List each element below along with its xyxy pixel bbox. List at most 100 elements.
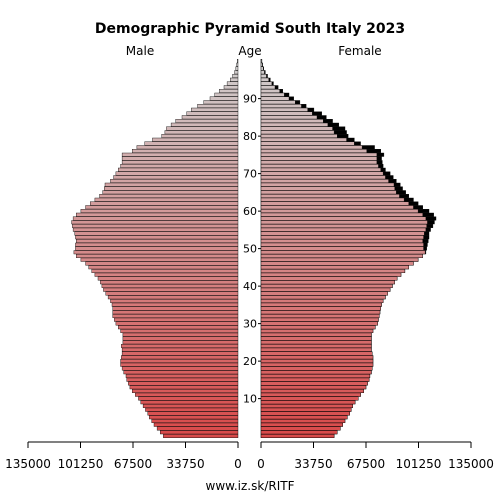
- male-bar-age-65: [102, 190, 239, 195]
- female-bar-age-13: [260, 385, 367, 390]
- male-bar-age-34: [112, 306, 239, 311]
- male-bar-age-88: [197, 104, 239, 108]
- male-bars: [71, 59, 239, 438]
- female-bar-age-47: [260, 257, 419, 262]
- male-bar-age-90: [209, 96, 239, 101]
- male-bar-age-48: [76, 254, 239, 258]
- female-bar-age-23: [260, 347, 372, 352]
- male-bar-age-11: [135, 392, 239, 397]
- male-bar-age-61: [85, 205, 239, 210]
- male-bar-age-23: [121, 347, 239, 352]
- female-bar-age-51: [260, 242, 424, 247]
- female-bar-age-52: [260, 239, 423, 243]
- age-tick-bg-40: [242, 280, 258, 293]
- male-bar-age-55: [72, 227, 239, 232]
- male-bar-age-36: [110, 299, 239, 303]
- male-bar-age-87: [191, 107, 239, 112]
- female-bar-age-32: [260, 314, 380, 318]
- male-bar-age-57: [71, 220, 239, 225]
- female-bar-age-97: [260, 70, 265, 75]
- male-bar-age-14: [128, 381, 239, 386]
- age-tick-bg-30: [242, 317, 258, 330]
- female-bar-age-5: [260, 415, 348, 420]
- female-bar-age-86: [260, 111, 313, 116]
- age-axis: 10 20 30 40 50 60 70 80 90: [242, 92, 261, 406]
- female-bar-age-93: [260, 85, 276, 90]
- female-bar-age-84: [260, 119, 324, 123]
- source-label: www.iz.sk/RITF: [206, 479, 295, 493]
- male-bar-age-98: [235, 66, 239, 71]
- male-x-tick-label-4: 0: [234, 457, 242, 471]
- female-bar-age-0: [260, 434, 335, 438]
- female-bar-age-85: [260, 115, 318, 120]
- female-bar-age-100: [260, 59, 262, 63]
- female-bar-age-58: [260, 216, 427, 221]
- female-bar-age-18: [260, 366, 373, 371]
- male-bar-age-96: [232, 74, 239, 78]
- male-bar-age-56: [72, 224, 239, 228]
- age-tick-label-10: 10: [243, 393, 257, 406]
- male-bar-age-100: [237, 59, 239, 63]
- age-tick-bg-90: [242, 92, 258, 105]
- male-bar-age-1: [160, 430, 239, 435]
- male-bar-age-91: [214, 92, 239, 97]
- male-bar-age-73: [121, 160, 239, 165]
- male-bar-age-39: [103, 287, 239, 292]
- male-bar-age-33: [112, 310, 239, 315]
- female-bar-age-6: [260, 411, 350, 416]
- male-bar-age-93: [223, 85, 239, 90]
- male-x-tick-label-2: 67500: [114, 457, 152, 471]
- male-bar-age-64: [99, 194, 239, 198]
- male-bar-age-31: [114, 317, 239, 322]
- male-bar-age-53: [75, 235, 239, 240]
- male-bar-age-18: [121, 366, 239, 371]
- female-bar-age-62: [260, 201, 409, 206]
- female-bar-age-81: [260, 130, 335, 135]
- male-bar-age-40: [101, 284, 239, 288]
- female-bar-age-53: [260, 235, 424, 240]
- male-bar-age-49: [73, 250, 239, 255]
- male-bar-age-76: [132, 149, 239, 153]
- age-tick-bg-50: [242, 242, 258, 255]
- male-bar-age-97: [234, 70, 239, 75]
- male-bar-age-92: [219, 89, 239, 93]
- female-bar-age-26: [260, 336, 372, 341]
- male-bar-age-9: [140, 400, 239, 405]
- female-bar-age-55: [260, 227, 427, 232]
- male-bar-age-86: [186, 111, 239, 116]
- male-bar-age-27: [122, 332, 239, 337]
- female-bar-age-7: [260, 407, 352, 412]
- age-tick-label-90: 90: [243, 93, 257, 106]
- female-bar-age-2: [260, 426, 341, 431]
- female-bar-age-92: [260, 89, 280, 93]
- x-axes: 135000 101250 67500 33750 0 0 33750 67500 101250…: [5, 441, 494, 471]
- male-bar-age-3: [153, 422, 239, 427]
- chart-title: Demographic Pyramid South Italy 2023: [95, 21, 405, 37]
- age-tick-label-60: 60: [243, 205, 257, 218]
- male-bar-age-10: [138, 396, 239, 401]
- age-tick-bg-80: [242, 130, 258, 143]
- female-bar-age-61: [260, 205, 414, 210]
- male-bar-age-43: [94, 272, 239, 277]
- female-bar-age-8: [260, 404, 353, 408]
- male-bar-age-8: [142, 404, 239, 408]
- male-bar-age-78: [144, 141, 239, 146]
- female-bar-age-3: [260, 422, 343, 427]
- female-bar-age-46: [260, 261, 414, 266]
- female-x-tick-label-4: 135000: [448, 457, 494, 471]
- male-bar-age-28: [120, 329, 239, 333]
- male-bar-age-22: [121, 351, 239, 356]
- male-bar-age-20: [120, 359, 239, 363]
- female-bar-age-64: [260, 194, 400, 198]
- female-bar-age-17: [260, 370, 372, 375]
- female-bar-age-90: [260, 96, 290, 101]
- male-bar-age-7: [145, 407, 239, 412]
- male-bar-age-72: [120, 164, 239, 168]
- female-bar-age-80: [260, 134, 338, 138]
- female-label: Female: [338, 44, 381, 58]
- age-tick-bg-60: [242, 205, 258, 218]
- female-bar-age-82: [260, 126, 333, 131]
- male-bar-age-17: [123, 370, 239, 375]
- female-bar-age-75: [260, 152, 378, 157]
- male-bar-age-21: [121, 355, 239, 360]
